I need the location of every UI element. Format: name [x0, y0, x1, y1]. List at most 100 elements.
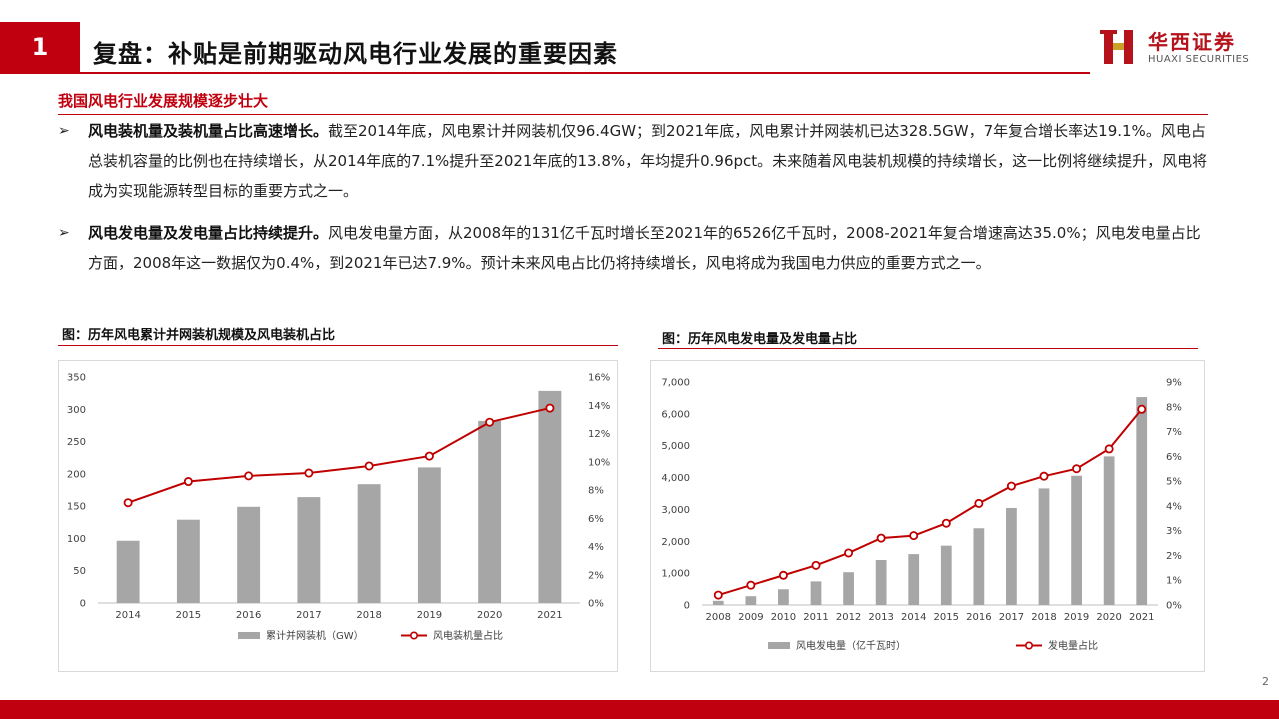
- y-tick-label: 1,000: [661, 569, 690, 580]
- series-line: [127, 407, 551, 504]
- y2-tick-label: 1%: [1166, 576, 1182, 587]
- bullet-generation: ➢ 风电发电量及发电量占比持续提升。风电发电量方面，从2008年的131亿千瓦时…: [58, 218, 1208, 278]
- line-point: [876, 533, 886, 543]
- x-tick-label: 2015: [934, 612, 959, 623]
- chart2-title-divider: [658, 348, 1198, 349]
- legend-bar-label: 风电发电量（亿千瓦时）: [796, 639, 906, 652]
- x-tick-label: 2012: [836, 612, 861, 623]
- y2-tick-label: 0%: [588, 599, 604, 610]
- company-logo: 华西证券 HUAXI SECURITIES: [1100, 24, 1270, 70]
- bar: [1038, 488, 1050, 605]
- line-point: [244, 471, 254, 481]
- subheading-divider: [58, 114, 1208, 115]
- line-point: [1104, 444, 1114, 454]
- x-tick-label: 2014: [901, 612, 926, 623]
- bar: [176, 519, 200, 603]
- chart1-title: 图：历年风电累计并网装机规模及风电装机占比: [62, 328, 336, 343]
- bar: [778, 589, 789, 605]
- y2-tick-label: 2%: [1166, 551, 1182, 562]
- y2-tick-label: 0%: [1166, 601, 1182, 612]
- bullet-body: 风电发电量方面，从2008年的131亿千瓦时增长至2021年的6526亿千瓦时，…: [88, 224, 1201, 272]
- bar: [478, 420, 502, 603]
- y-tick-label: 50: [73, 566, 86, 577]
- line-point: [811, 560, 821, 570]
- line-point: [364, 461, 374, 471]
- legend-bar-swatch: [238, 632, 260, 639]
- x-tick-label: 2020: [1096, 612, 1121, 623]
- line-point: [713, 590, 723, 600]
- page-title: 复盘：补贴是前期驱动风电行业发展的重要因素: [93, 40, 618, 68]
- y-tick-label: 250: [67, 437, 86, 448]
- page-number: 2: [1262, 675, 1269, 688]
- legend-bar-label: 累计并网装机（GW）: [266, 629, 364, 642]
- y2-tick-label: 8%: [588, 486, 604, 497]
- line-point: [844, 548, 854, 558]
- x-tick-label: 2017: [296, 610, 321, 621]
- y2-tick-label: 4%: [1166, 501, 1182, 512]
- bar: [1136, 397, 1148, 605]
- y2-tick-label: 2%: [588, 570, 604, 581]
- line-point: [1006, 481, 1016, 491]
- line-point: [183, 477, 193, 487]
- x-tick-label: 2021: [537, 610, 562, 621]
- line-point: [974, 498, 984, 508]
- x-tick-label: 2018: [1031, 612, 1056, 623]
- footer-bar: [0, 700, 1279, 719]
- logo-chinese-name: 华西证券: [1148, 30, 1236, 54]
- y2-tick-label: 4%: [588, 542, 604, 553]
- chart-frame: [650, 360, 1205, 672]
- y-tick-label: 6,000: [661, 409, 690, 420]
- line-point: [909, 531, 919, 541]
- bullet-arrow-icon: ➢: [58, 123, 70, 139]
- line-point: [778, 570, 788, 580]
- y2-tick-label: 7%: [1166, 427, 1182, 438]
- bar: [712, 600, 724, 605]
- y2-tick-label: 6%: [588, 514, 604, 525]
- logo-english-name: HUAXI SECURITIES: [1148, 54, 1250, 65]
- y-tick-label: 150: [67, 502, 86, 513]
- y-tick-label: 0: [80, 599, 86, 610]
- y2-tick-label: 5%: [1166, 477, 1182, 488]
- line-point: [485, 417, 495, 427]
- y-tick-label: 7,000: [661, 378, 690, 389]
- chart-frame: [58, 360, 618, 672]
- bar: [417, 467, 441, 603]
- x-tick-label: 2011: [803, 612, 828, 623]
- x-tick-label: 2016: [966, 612, 991, 623]
- bar: [116, 540, 140, 603]
- x-tick-label: 2020: [477, 610, 502, 621]
- y2-tick-label: 9%: [1166, 378, 1182, 389]
- y-tick-label: 3,000: [661, 505, 690, 516]
- y-tick-label: 4,000: [661, 473, 690, 484]
- y2-tick-label: 3%: [1166, 526, 1182, 537]
- chart2-title: 图：历年风电发电量及发电量占比: [662, 332, 858, 347]
- bar: [357, 484, 381, 603]
- x-tick-label: 2008: [706, 612, 731, 623]
- chart-installed-capacity: 0 50 100 150 200 250 300 350 0% 2% 4% 6% 8% 10% 12% 14%…: [58, 360, 618, 672]
- y-tick-label: 200: [67, 469, 86, 480]
- y2-tick-label: 14%: [588, 401, 610, 412]
- x-tick-label: 2009: [738, 612, 763, 623]
- bar: [297, 497, 321, 603]
- bullet-body: 截至2014年底，风电累计并网装机仅96.4GW；到2021年底，风电累计并网装…: [88, 122, 1208, 200]
- bar: [745, 596, 757, 605]
- x-tick-label: 2010: [771, 612, 796, 623]
- line-point: [545, 403, 555, 413]
- bar: [908, 554, 920, 605]
- line-point: [746, 580, 756, 590]
- legend-bar-swatch: [768, 642, 790, 649]
- line-point: [1072, 464, 1082, 474]
- series-line: [717, 408, 1143, 597]
- y-tick-label: 350: [67, 373, 86, 384]
- section-subheading: 我国风电行业发展规模逐步壮大: [58, 92, 269, 110]
- y-tick-label: 2,000: [661, 537, 690, 548]
- bullet-installed-capacity: ➢ 风电装机量及装机量占比高速增长。截至2014年底，风电累计并网装机仅96.4…: [58, 116, 1208, 206]
- y-tick-label: 5,000: [661, 441, 690, 452]
- bar: [1006, 507, 1017, 605]
- bar: [1071, 475, 1082, 605]
- x-tick-label: 2018: [356, 610, 381, 621]
- bullet-bold-lead: 风电装机量及装机量占比高速增长。: [88, 122, 329, 140]
- y2-tick-label: 8%: [1166, 402, 1182, 413]
- y-tick-label: 300: [67, 405, 86, 416]
- y-tick-label: 0: [684, 601, 690, 612]
